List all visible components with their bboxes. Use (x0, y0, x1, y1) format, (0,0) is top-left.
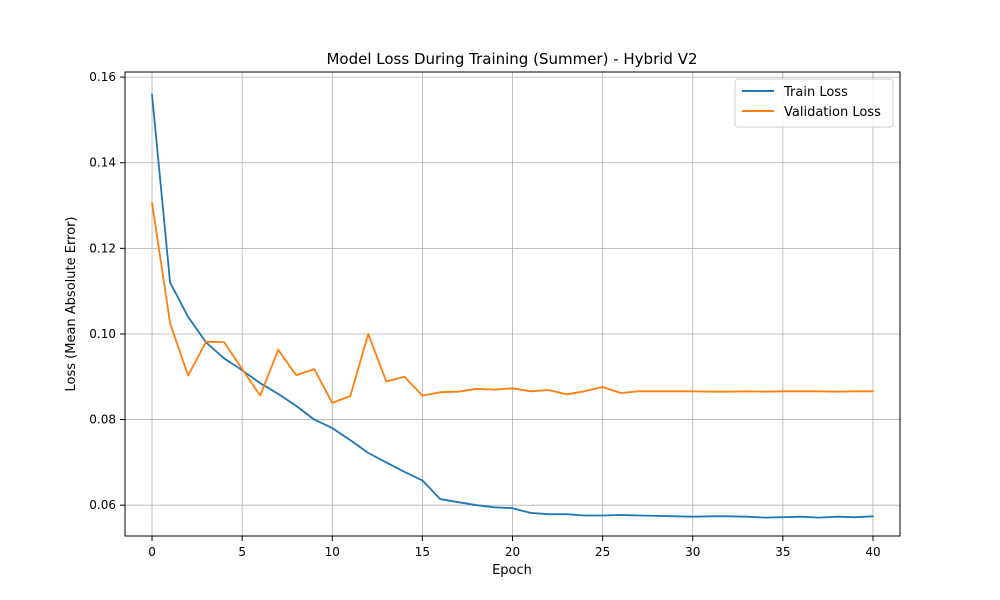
x-tick-label: 30 (685, 545, 700, 559)
x-tick-label: 25 (595, 545, 610, 559)
y-tick-label: 0.10 (89, 327, 116, 341)
validation-loss-line (151, 201, 874, 404)
x-tick-label: 0 (148, 545, 156, 559)
y-axis-label: Loss (Mean Absolute Error) (64, 217, 79, 392)
y-tick-label: 0.16 (89, 70, 116, 84)
legend-box (734, 78, 894, 128)
x-tick-label: 15 (415, 545, 430, 559)
y-tick-label: 0.12 (89, 241, 116, 255)
legend-label-train-loss: Train Loss (783, 85, 848, 100)
legend: Train Loss Validation Loss (734, 78, 894, 128)
series-lines (151, 93, 874, 519)
y-tick-label: 0.06 (89, 498, 116, 512)
x-tick-label: 5 (238, 545, 246, 559)
y-tick-label: 0.14 (89, 156, 116, 170)
x-axis-label: Epoch (492, 563, 532, 578)
legend-label-validation-loss: Validation Loss (784, 105, 881, 120)
y-axis-ticks: 0.06 0.08 0.10 0.12 0.14 0.16 (89, 70, 125, 512)
train-loss-line (151, 93, 874, 519)
grid-lines (125, 72, 900, 536)
x-tick-label: 40 (865, 545, 880, 559)
x-tick-label: 20 (505, 545, 520, 559)
chart-title: Model Loss During Training (Summer) - Hy… (326, 50, 697, 68)
x-axis-ticks: 0 5 10 15 20 25 30 35 40 (148, 536, 881, 559)
x-tick-label: 35 (775, 545, 790, 559)
x-tick-label: 10 (325, 545, 340, 559)
y-tick-label: 0.08 (89, 413, 116, 427)
